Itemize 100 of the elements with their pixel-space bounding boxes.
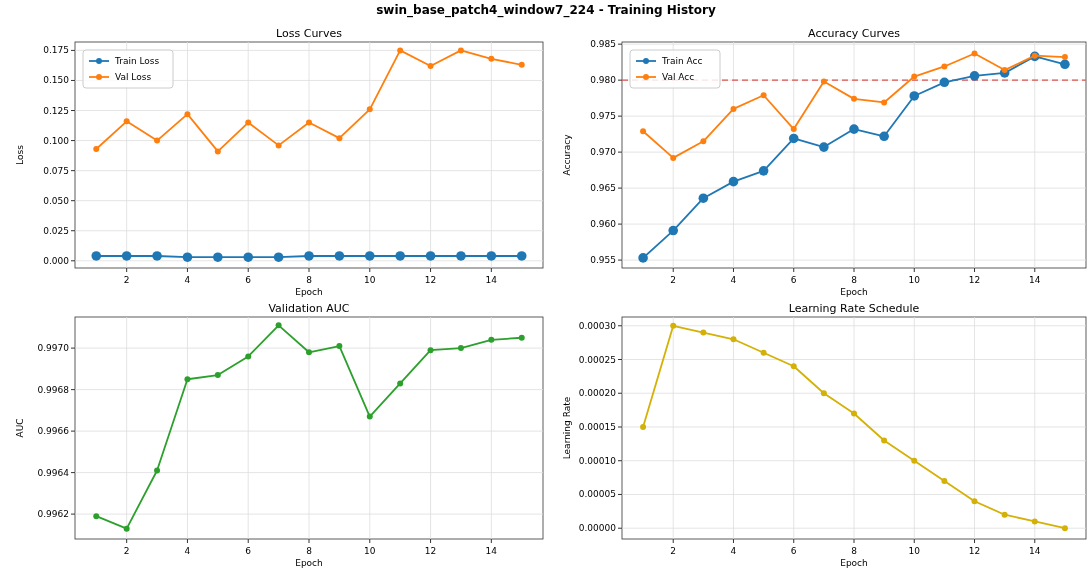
point [849, 124, 859, 134]
point [730, 336, 737, 343]
point [879, 131, 889, 142]
y-tick-label: 0.000 [43, 255, 70, 266]
point [730, 105, 737, 112]
point [334, 251, 345, 261]
x-tick-label: 4 [184, 546, 191, 556]
chart-title: Accuracy Curves [808, 27, 901, 40]
y-tick-label: 0.050 [43, 195, 70, 206]
point [243, 252, 254, 262]
point [366, 413, 373, 420]
point [364, 251, 375, 261]
point [638, 253, 648, 263]
y-tick-label: 0.150 [43, 75, 70, 86]
x-tick-label: 10 [364, 275, 376, 285]
x-tick-label: 6 [245, 275, 252, 285]
point [397, 47, 404, 54]
y-tick-label: 0.980 [590, 75, 617, 86]
point [700, 329, 707, 336]
y-axis-title: Learning Rate [562, 396, 572, 460]
point [881, 437, 888, 444]
y-tick-label: 0.125 [43, 105, 69, 116]
y-tick-label: 0.975 [590, 111, 616, 122]
point [397, 380, 404, 387]
y-tick-label: 0.985 [590, 39, 616, 50]
point [670, 154, 677, 161]
y-tick-label: 0.075 [43, 165, 69, 176]
legend-label: Train Loss [114, 56, 160, 66]
point [182, 252, 193, 262]
point [971, 498, 978, 505]
point [518, 334, 525, 341]
point [427, 63, 434, 70]
x-tick-label: 4 [184, 275, 191, 285]
chart-title: Learning Rate Schedule [788, 302, 920, 315]
point [668, 225, 679, 236]
point [123, 118, 130, 125]
x-tick-label: 12 [968, 546, 981, 556]
point [516, 251, 527, 261]
x-tick-label: 10 [908, 275, 921, 285]
text: swin_base_patch4_window7_224 - Training History [376, 3, 716, 18]
y-tick-label: 0.970 [590, 147, 617, 158]
x-axis-title: Epoch [840, 287, 868, 297]
point [245, 119, 252, 126]
y-tick-label: 0.00015 [578, 421, 616, 432]
point [790, 363, 797, 370]
point [306, 119, 312, 126]
point [911, 457, 918, 464]
point [851, 95, 857, 102]
y-tick-label: 0.100 [43, 135, 70, 146]
point [91, 251, 102, 261]
point [1061, 54, 1068, 61]
point [121, 251, 132, 261]
point [214, 372, 221, 379]
point [1001, 511, 1008, 518]
point [640, 128, 647, 135]
y-tick-label: 0.9970 [37, 343, 70, 354]
x-tick-label: 14 [1029, 275, 1041, 285]
legend-label: Val Acc [662, 72, 695, 82]
point [123, 525, 130, 532]
x-tick-label: 6 [790, 546, 797, 556]
point [881, 99, 888, 106]
x-tick-label: 14 [485, 275, 498, 285]
x-axis-title: Epoch [295, 558, 323, 568]
point [518, 61, 525, 68]
point [213, 252, 223, 262]
point [184, 376, 191, 383]
x-tick-label: 2 [123, 546, 130, 556]
x-tick-label: 8 [851, 275, 858, 285]
point [760, 92, 767, 99]
y-axis-title: Accuracy [562, 133, 572, 176]
point [819, 142, 829, 152]
point [366, 106, 373, 113]
point [456, 251, 466, 261]
x-tick-label: 10 [364, 546, 376, 556]
x-tick-label: 2 [670, 275, 677, 285]
point [457, 345, 464, 352]
y-tick-label: 0.960 [590, 219, 617, 230]
point [1001, 67, 1008, 74]
x-tick-label: 4 [730, 275, 737, 285]
point [1061, 525, 1068, 532]
x-tick-label: 4 [730, 546, 737, 556]
point [425, 251, 436, 261]
x-tick-label: 6 [790, 275, 797, 285]
x-axis-title: Epoch [840, 558, 868, 568]
x-tick-label: 12 [424, 275, 437, 285]
point [214, 148, 221, 155]
x-tick-label: 8 [851, 546, 858, 556]
point [640, 423, 647, 430]
x-tick-label: 14 [1029, 546, 1041, 556]
point [427, 347, 434, 354]
point [909, 91, 920, 101]
point [275, 322, 282, 329]
point [941, 477, 948, 484]
y-tick-label: 0.00010 [578, 455, 617, 466]
point [969, 71, 980, 81]
point [941, 63, 948, 70]
point [336, 135, 343, 142]
point [245, 353, 252, 360]
legend-label: Train Acc [661, 56, 703, 66]
point [758, 166, 769, 176]
